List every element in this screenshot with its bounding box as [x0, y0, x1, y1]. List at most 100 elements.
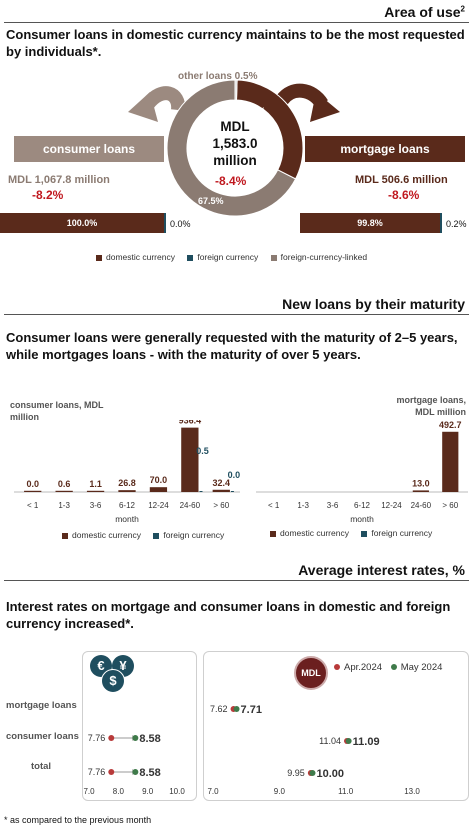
- donut-slice-other: [234, 79, 238, 101]
- rate-label-may-0: 8.58: [139, 733, 160, 745]
- bar-label-domestic-0: 0.0: [26, 479, 39, 489]
- rate-label-may-0: 7.71: [241, 704, 262, 716]
- rate-dot-may-2: [309, 770, 316, 776]
- mortgage-share-bar-domestic: 99.8%: [300, 213, 440, 233]
- bar-label-domestic-3: 26.8: [118, 478, 136, 488]
- consumer-loans-box: consumer loans: [14, 136, 164, 162]
- mortgage-loans-box: mortgage loans: [305, 136, 465, 162]
- bar-domestic-6: [212, 489, 230, 492]
- donut-slice-mortgage: [235, 79, 304, 180]
- donut-center-line1: MDL: [220, 119, 250, 134]
- consumer-share-label: 100.0%: [66, 218, 98, 228]
- rates-row-label-mortgage: mortgage loans: [6, 700, 77, 711]
- mortgage-share-label: 99.8%: [357, 218, 383, 228]
- bar-label-domestic-6: 492.7: [439, 420, 462, 430]
- bar-label-domestic-5: 936.4: [179, 420, 202, 426]
- x-tick-label-2: 3-6: [327, 501, 339, 510]
- rate-x-tick-0: 7.0: [83, 787, 95, 796]
- bar-domestic-0: [24, 490, 42, 492]
- bar-label-foreign-6: 0.0: [228, 470, 240, 480]
- bar-domestic-2: [86, 490, 105, 492]
- donut-slice-consumer: [166, 79, 297, 217]
- x-tick-label-3: 6-12: [119, 501, 136, 510]
- rate-label-may-1: 8.58: [139, 767, 160, 779]
- mortgage-amount: MDL 506.6 million: [355, 174, 448, 186]
- rate-label-apr-1: 7.76: [88, 767, 106, 777]
- rate-label-may-1: 11.09: [353, 736, 380, 748]
- rate-x-tick-3: 13.0: [404, 787, 420, 796]
- rate-label-apr-1: 11.04: [319, 736, 341, 746]
- x-tick-label-0: < 1: [27, 501, 39, 510]
- consumer-change: -8.2%: [32, 188, 64, 202]
- legend-item-fx-linked: foreign-currency-linked: [270, 252, 367, 262]
- area-lead-text: Consumer loans in domestic currency main…: [6, 27, 465, 59]
- section-divider: [4, 580, 469, 581]
- x-axis-title: month: [115, 514, 139, 524]
- consumer-maturity-chart: 0.0 < 1 0.6 1-3 1.1 3-6 26.8 6-12 70.0 12-24 936.4…: [14, 420, 240, 524]
- rates-legend: Apr.2024 May 2024: [334, 662, 442, 673]
- rates-section-title: Average interest rates, %: [298, 562, 465, 578]
- bar-label-foreign-5: 0.5: [196, 446, 209, 456]
- rate-label-apr-2: 9.95: [287, 768, 305, 778]
- mortgage-maturity-chart: < 1 1-3 3-6 6-12 12-24 13.0 24-60 492.7 > 60 mont…: [256, 420, 468, 524]
- consumer-share-bar-other: [164, 213, 166, 233]
- donut-center-line2: 1,583.0: [212, 136, 258, 151]
- x-tick-label-6: > 60: [442, 501, 458, 510]
- consumer-maturity-chart-title: consumer loans, MDL million: [10, 400, 104, 422]
- x-tick-label-4: 12-24: [148, 501, 169, 510]
- bar-domestic-3: [118, 490, 136, 492]
- rate-x-tick-1: 8.0: [113, 787, 125, 796]
- mortgage-maturity-chart-title: mortgage loans, MDL million: [396, 395, 466, 417]
- mortgage-loans-label: mortgage loans: [340, 142, 430, 156]
- rate-dot-may-1: [132, 769, 139, 775]
- bar-domestic-4: [149, 487, 168, 492]
- section-divider: [4, 314, 469, 315]
- consumer-share-bar-domestic: 100.0%: [0, 213, 164, 233]
- bar-label-domestic-2: 1.1: [89, 479, 102, 489]
- x-tick-label-5: 24-60: [411, 501, 432, 510]
- bar-domestic-6: [442, 431, 459, 492]
- x-axis-title: month: [350, 514, 374, 524]
- x-tick-label-1: 1-3: [297, 501, 309, 510]
- x-tick-label-1: 1-3: [58, 501, 70, 510]
- other-loans-label: other loans 0.5%: [178, 71, 258, 82]
- rate-dot-may-1: [345, 738, 352, 744]
- bar-domestic-1: [55, 490, 73, 492]
- rate-dot-may-0: [132, 735, 139, 741]
- donut-center-line3: million: [213, 153, 257, 168]
- donut-label-consumer: 67.5%: [198, 196, 224, 206]
- consumer-amount: MDL 1,067.8 million: [8, 174, 110, 186]
- fx-rates-dot-chart: 7.0 8.0 9.0 10.0 7.76 8.58 7.76 8.58: [83, 733, 185, 796]
- donut-label-mortgage: 32.0%: [240, 106, 266, 116]
- maturity-section-title: New loans by their maturity: [282, 296, 465, 312]
- area-legend: domestic currency foreign currency forei…: [96, 252, 367, 262]
- section-divider: [4, 22, 469, 23]
- legend-item-domestic: domestic currency: [270, 528, 349, 538]
- bar-label-domestic-4: 70.0: [150, 475, 168, 485]
- x-tick-label-3: 6-12: [354, 501, 371, 510]
- footnote: * as compared to the previous month: [4, 815, 152, 825]
- rate-dot-may-0: [233, 706, 240, 712]
- rates-lead-text: Interest rates on mortgage and consumer …: [6, 599, 451, 631]
- legend-item-apr: Apr.2024: [334, 662, 382, 673]
- x-tick-label-4: 12-24: [381, 501, 402, 510]
- curved-arrows: [128, 83, 340, 122]
- x-tick-label-5: 24-60: [180, 501, 201, 510]
- x-tick-label-6: > 60: [213, 501, 229, 510]
- maturity-lead-text: Consumer loans were generally requested …: [6, 330, 458, 362]
- rate-x-tick-1: 9.0: [274, 787, 286, 796]
- rates-row-label-consumer: consumer loans: [6, 731, 79, 742]
- x-tick-label-0: < 1: [268, 501, 280, 510]
- rates-row-label-total: total: [31, 761, 52, 772]
- consumer-arrow-head: [128, 92, 158, 122]
- rate-x-tick-2: 9.0: [142, 787, 154, 796]
- title-superscript: 2: [460, 4, 465, 14]
- donut-center-change: -8.4%: [215, 174, 247, 188]
- rate-x-tick-2: 11.0: [338, 787, 354, 796]
- bar-foreign-6: [230, 491, 234, 492]
- maturity-legend-mortgage: domestic currency foreign currency: [270, 528, 432, 538]
- mdl-rates-panel: [203, 651, 469, 801]
- consumer-other-share-label: 0.0%: [170, 219, 191, 229]
- mdl-rates-dot-chart: 7.0 9.0 11.0 13.0 7.62 7.71 11.04 11.09 9.95 10.0…: [207, 704, 420, 796]
- rate-x-tick-3: 10.0: [169, 787, 185, 796]
